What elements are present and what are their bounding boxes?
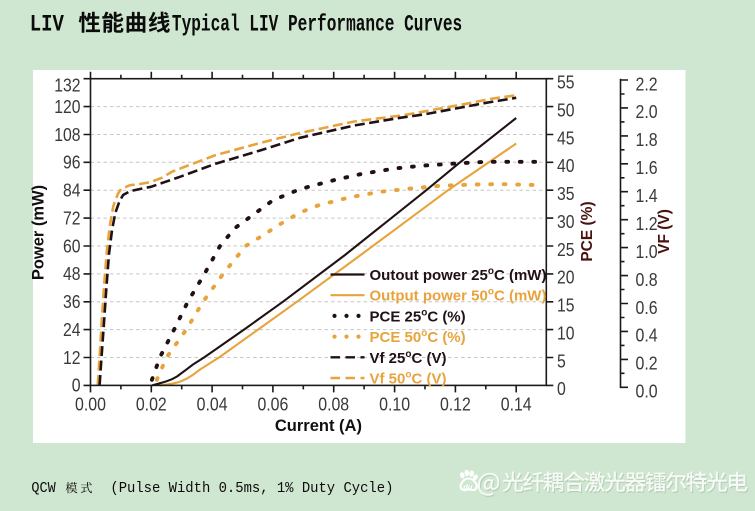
svg-text:0.12: 0.12: [440, 395, 471, 415]
svg-text:0.06: 0.06: [257, 395, 288, 415]
svg-text:0: 0: [557, 379, 566, 399]
svg-text:0.14: 0.14: [501, 395, 532, 415]
svg-text:0.4: 0.4: [636, 326, 658, 346]
svg-text:1.2: 1.2: [636, 214, 658, 234]
svg-text:QCW: QCW: [31, 481, 55, 497]
svg-text:VF (V): VF (V): [656, 209, 673, 254]
svg-text:2.2: 2.2: [636, 74, 658, 94]
svg-text:48: 48: [63, 264, 81, 284]
svg-text:35: 35: [557, 184, 575, 204]
svg-text:PCE 25oC (%): PCE 25oC (%): [370, 307, 466, 325]
svg-text:Output power 50oC (mW): Output power 50oC (mW): [370, 287, 547, 305]
svg-text:(Pulse Width 0.5ms, 1% Duty Cy: (Pulse Width 0.5ms, 1% Duty Cycle): [110, 481, 393, 497]
svg-text:du: du: [463, 483, 473, 492]
svg-text:45: 45: [557, 128, 575, 148]
svg-text:0.8: 0.8: [636, 270, 658, 290]
svg-text:12: 12: [63, 348, 81, 368]
svg-text:55: 55: [557, 73, 575, 93]
svg-text:1.6: 1.6: [636, 158, 658, 178]
svg-text:40: 40: [557, 156, 575, 176]
svg-text:0.08: 0.08: [318, 395, 349, 415]
svg-text:Power (mW): Power (mW): [30, 185, 48, 280]
svg-text:PCE (%): PCE (%): [579, 201, 596, 261]
svg-text:20: 20: [557, 268, 575, 288]
svg-text:132: 132: [54, 75, 80, 95]
svg-text:96: 96: [63, 153, 81, 173]
svg-text:1.4: 1.4: [636, 186, 658, 206]
svg-text:0.6: 0.6: [636, 298, 658, 318]
svg-text:0.10: 0.10: [379, 395, 410, 415]
svg-text:PCE 50oC (%): PCE 50oC (%): [370, 328, 466, 346]
svg-text:60: 60: [63, 236, 81, 256]
svg-text:5: 5: [557, 351, 566, 371]
svg-text:50: 50: [557, 100, 575, 120]
svg-text:2.0: 2.0: [636, 102, 658, 122]
svg-text:1.0: 1.0: [636, 242, 658, 262]
svg-text:Vf 50oC (V): Vf 50oC (V): [370, 370, 447, 388]
svg-text:25: 25: [557, 240, 575, 260]
svg-text:Current (A): Current (A): [275, 417, 362, 435]
svg-text:10: 10: [557, 323, 575, 343]
svg-text:24: 24: [63, 320, 81, 340]
svg-text:0.00: 0.00: [75, 395, 106, 415]
svg-text:0: 0: [72, 376, 81, 396]
svg-text:30: 30: [557, 212, 575, 232]
svg-text:0.0: 0.0: [636, 382, 658, 402]
svg-text:0.2: 0.2: [636, 354, 658, 374]
svg-text:120: 120: [54, 97, 80, 117]
svg-text:Outout power 25oC (mW): Outout power 25oC (mW): [370, 266, 547, 284]
svg-text:1.8: 1.8: [636, 130, 658, 150]
svg-text:0.04: 0.04: [197, 395, 228, 415]
svg-text:108: 108: [54, 125, 80, 145]
svg-text:LIV: LIV: [30, 12, 64, 38]
svg-text:36: 36: [63, 292, 81, 312]
svg-text:72: 72: [63, 208, 81, 228]
svg-text:84: 84: [63, 181, 81, 201]
svg-text:0.02: 0.02: [136, 395, 167, 415]
svg-text:15: 15: [557, 296, 575, 316]
svg-text:Typical LIV Performance Curves: Typical LIV Performance Curves: [172, 12, 462, 38]
svg-text:Vf 25oC (V): Vf 25oC (V): [370, 349, 447, 367]
